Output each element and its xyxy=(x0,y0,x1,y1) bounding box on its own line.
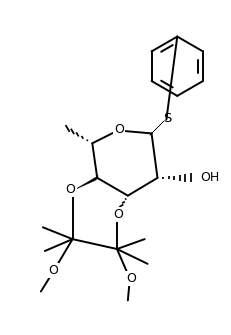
Text: O: O xyxy=(48,264,58,277)
Text: S: S xyxy=(162,112,171,125)
Text: O: O xyxy=(112,208,122,221)
Text: O: O xyxy=(125,272,135,285)
Text: O: O xyxy=(113,123,123,136)
Polygon shape xyxy=(149,121,164,135)
Text: OH: OH xyxy=(199,172,218,184)
Text: O: O xyxy=(65,183,75,196)
Polygon shape xyxy=(74,176,98,190)
